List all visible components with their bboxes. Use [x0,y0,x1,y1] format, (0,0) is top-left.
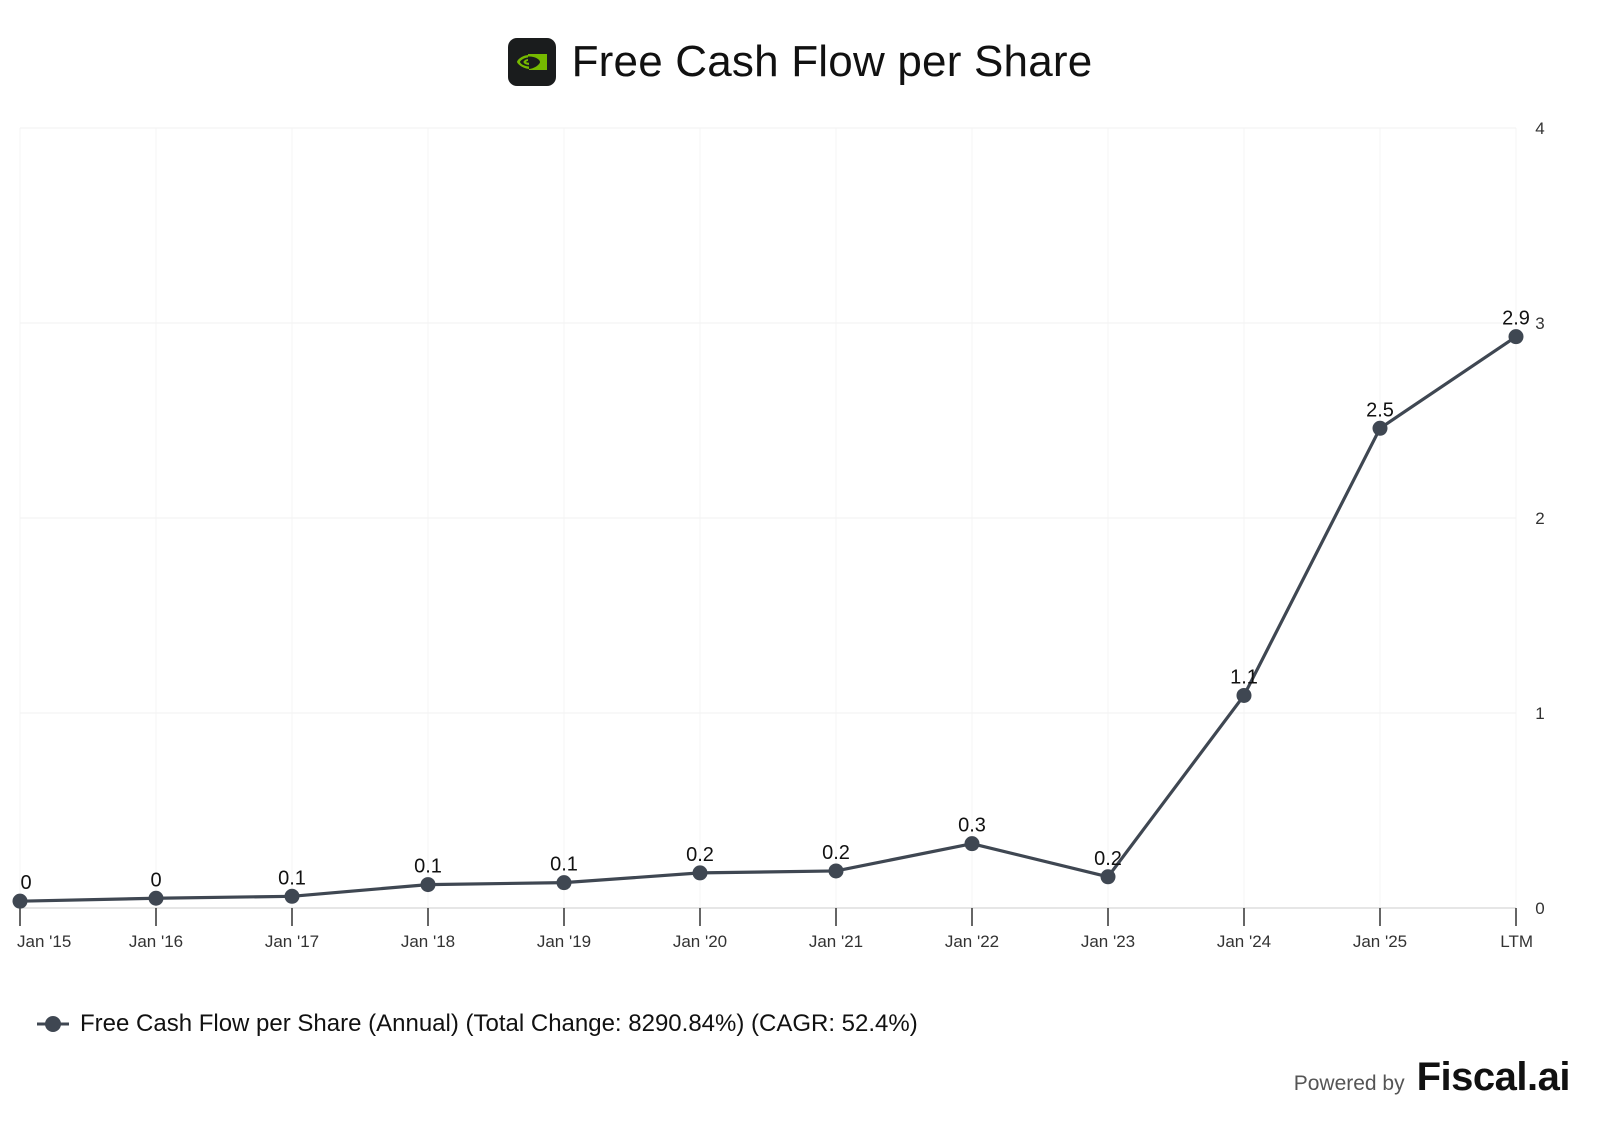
legend-marker-icon [37,1016,69,1032]
line-chart: 0 1 2 3 4 Jan '15 Jan '16 Jan '17 Jan '18 Jan '19… [12,119,1545,951]
data-label: 2.9 [1502,308,1530,330]
data-point[interactable] [420,877,436,893]
data-point[interactable] [1508,329,1524,345]
company-logo [507,38,556,86]
x-tick-label: Jan '23 [1081,932,1135,951]
data-label: 0.2 [822,842,850,864]
y-tick-label: 0 [1535,899,1544,918]
x-tick-label: Jan '24 [1217,932,1271,951]
data-label: 0 [150,869,161,891]
x-tick-label: Jan '19 [537,932,591,951]
y-tick-label: 2 [1535,509,1544,528]
chart-header: Free Cash Flow per Share [0,32,1600,92]
x-tick-label: Jan '15 [17,932,71,951]
x-tick-label: Jan '17 [265,932,319,951]
data-point[interactable] [1236,687,1252,703]
x-tick-label: Jan '21 [809,932,863,951]
chart-legend[interactable]: Free Cash Flow per Share (Annual) (Total… [36,1010,918,1038]
x-tick-label: Jan '25 [1353,932,1407,951]
nvidia-logo-icon [516,54,547,70]
x-tick-label: Jan '16 [129,932,183,951]
data-label: 0.2 [686,844,714,866]
data-point[interactable] [12,893,28,909]
data-label: 0.1 [550,854,578,876]
x-tick-label: Jan '18 [401,932,455,951]
data-point[interactable] [148,890,164,906]
data-point[interactable] [828,863,844,879]
data-point[interactable] [284,888,300,904]
data-label: 0.3 [958,815,986,837]
data-point[interactable] [556,875,572,891]
data-point[interactable] [1372,420,1388,436]
data-label: 0.1 [278,867,306,889]
legend-label: Free Cash Flow per Share (Annual) (Total… [80,1010,918,1037]
data-label: 0.1 [414,856,442,878]
data-point[interactable] [692,865,708,881]
x-tick-label: Jan '20 [673,932,727,951]
powered-by-text: Powered by [1293,1072,1405,1095]
x-tick-label: LTM [1500,932,1533,951]
data-label: 0 [20,872,31,894]
x-tick-label: Jan '22 [945,932,999,951]
y-tick-label: 1 [1535,704,1544,723]
y-tick-label: 3 [1535,314,1544,333]
chart-title: Free Cash Flow per Share [571,37,1093,86]
data-label: 2.5 [1366,399,1394,421]
series-line [18,335,1518,903]
y-tick-label: 4 [1535,119,1544,138]
data-point[interactable] [964,836,980,852]
data-label: 1.1 [1230,666,1258,688]
brand-logo[interactable]: Fiscal.ai [1416,1055,1571,1099]
attribution-footer: Powered by Fiscal.ai [1293,1055,1571,1100]
data-point[interactable] [1100,869,1116,885]
data-label: 0.2 [1094,848,1122,870]
